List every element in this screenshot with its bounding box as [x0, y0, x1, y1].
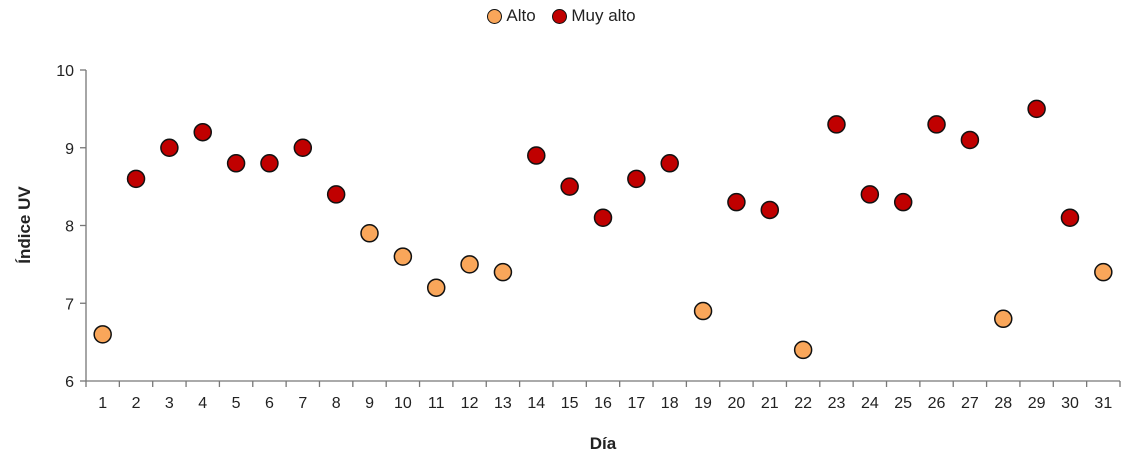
data-point-muy-alto: [1060, 208, 1080, 227]
x-tick-label: 16: [594, 395, 612, 412]
x-tick-label: 29: [1028, 395, 1046, 412]
data-point-muy-alto: [760, 200, 780, 220]
x-tick-label: 7: [298, 395, 307, 412]
x-tick-label: 27: [961, 395, 979, 412]
legend-item-muy-alto: Muy alto: [552, 6, 636, 26]
data-point-muy-alto: [160, 138, 179, 157]
data-point-alto: [393, 247, 413, 266]
data-point-muy-alto: [226, 154, 246, 173]
x-tick-label: 3: [165, 395, 174, 412]
x-tick-label: 6: [265, 395, 274, 412]
x-tick-label: 11: [428, 395, 445, 412]
y-tick-label: 8: [65, 219, 74, 236]
data-point-muy-alto: [193, 122, 212, 142]
x-tick-label: 20: [728, 395, 746, 412]
data-point-muy-alto: [560, 177, 579, 196]
data-point-muy-alto: [627, 169, 646, 189]
x-tick-label: 8: [332, 395, 341, 412]
x-tick-label: 5: [232, 395, 241, 412]
data-point-alto: [360, 224, 379, 243]
data-point-muy-alto: [593, 208, 613, 227]
legend-label-alto: Alto: [506, 6, 536, 25]
data-point-muy-alto: [927, 115, 946, 134]
legend-swatch-alto: [487, 8, 503, 24]
x-tick-label: 30: [1061, 395, 1079, 412]
data-point-muy-alto: [326, 185, 346, 204]
x-tick-label: 28: [994, 395, 1012, 412]
x-tick-label: 22: [794, 395, 812, 412]
legend-item-alto: Alto: [487, 6, 536, 26]
x-tick-label: 26: [928, 395, 946, 412]
data-point-muy-alto: [893, 192, 913, 212]
x-tick-label: 31: [1094, 395, 1112, 412]
x-tick-label: 9: [365, 395, 374, 412]
data-point-muy-alto: [827, 115, 846, 134]
data-point-muy-alto: [960, 130, 980, 150]
x-tick-label: 12: [461, 395, 479, 412]
data-point-muy-alto: [860, 185, 880, 204]
x-tick-label: 24: [861, 395, 879, 412]
data-point-alto: [460, 255, 479, 274]
legend-label-muy-alto: Muy alto: [571, 6, 636, 25]
data-point-muy-alto: [527, 146, 546, 165]
x-tick-label: 15: [561, 395, 579, 412]
data-point-muy-alto: [1027, 99, 1046, 119]
data-point-muy-alto: [660, 154, 679, 173]
x-tick-label: 19: [694, 395, 712, 412]
chart-legend: Alto Muy alto: [0, 6, 1123, 29]
x-axis-label: Día: [590, 434, 617, 453]
x-tick-label: 25: [894, 395, 912, 412]
data-point-muy-alto: [126, 169, 146, 189]
y-tick-label: 6: [65, 374, 74, 391]
y-tick-label: 9: [65, 141, 74, 158]
x-tick-label: 1: [98, 395, 107, 412]
x-tick-label: 18: [661, 395, 679, 412]
data-point-alto: [1094, 262, 1113, 282]
x-tick-label: 4: [198, 395, 207, 412]
data-point-alto: [93, 325, 112, 344]
x-tick-label: 17: [627, 395, 645, 412]
data-point-alto: [994, 309, 1013, 329]
y-tick-label: 10: [56, 63, 74, 80]
legend-swatch-muy-alto: [552, 8, 568, 24]
x-tick-label: 13: [494, 395, 512, 412]
y-axis-label: Índice UV: [15, 186, 34, 264]
data-point-alto: [493, 262, 513, 282]
chart-points: [93, 99, 1113, 360]
x-tick-label: 23: [828, 395, 846, 412]
y-tick-label: 7: [65, 296, 74, 313]
x-tick-label: 14: [527, 395, 545, 412]
data-point-alto: [793, 340, 813, 360]
x-tick-label: 2: [132, 395, 141, 412]
x-tick-label: 10: [394, 395, 412, 412]
data-point-muy-alto: [293, 138, 313, 157]
data-point-alto: [693, 301, 713, 321]
x-tick-label: 21: [761, 395, 779, 412]
data-point-muy-alto: [260, 154, 279, 173]
data-point-alto: [426, 278, 446, 297]
data-point-muy-alto: [727, 192, 746, 212]
